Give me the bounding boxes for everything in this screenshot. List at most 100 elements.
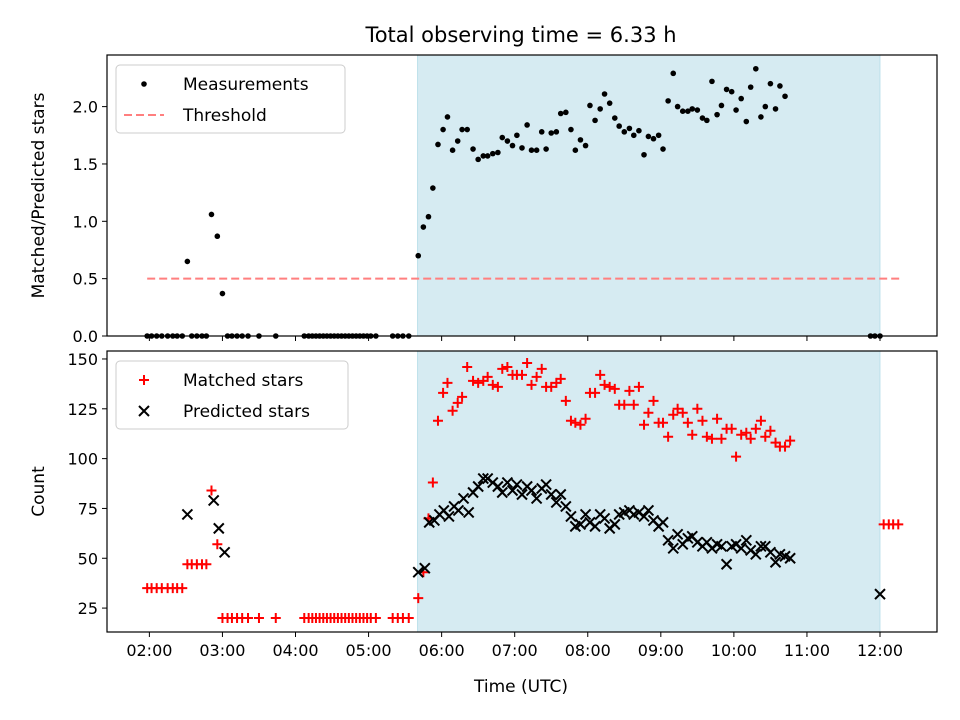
axes-frame [106,54,938,337]
matched-star-marker [370,613,381,624]
chart-title: Total observing time = 6.33 h [364,23,676,47]
matched-star-marker [212,539,223,550]
matched-star-marker [639,419,650,430]
measurement-point [524,122,530,128]
predicted-star-marker [609,518,621,531]
matched-star-marker [442,377,453,388]
x-tick-label: 11:00 [784,641,830,660]
predicted-star-marker [560,500,572,513]
matched-star-marker [590,387,601,398]
measurement-point [665,98,671,104]
measurement-point [504,138,511,144]
measurement-point [519,145,525,151]
predicted-star-marker [477,472,489,485]
predicted-star-marker [874,588,886,600]
matched-star-marker [736,429,747,440]
measurement-point [577,137,584,143]
matched-star-marker [457,391,468,402]
measurement-point [685,108,691,114]
measurement-point [425,213,432,220]
measurement-point [704,117,710,124]
predicted-star-marker [530,492,543,505]
measurement-point [728,88,735,95]
y-tick-label: 0.0 [73,327,98,346]
matched-star-marker [785,435,796,446]
measurement-point [738,95,744,102]
matched-star-marker [677,407,688,418]
y-tick-label: 0.5 [73,270,98,289]
x-tick-label: 09:00 [638,641,684,660]
matched-star-marker [745,433,756,444]
matched-star-marker [497,363,508,374]
predicted-star-marker [755,540,767,553]
matched-star-marker [643,407,654,418]
matched-star-marker [609,383,620,394]
matched-star-marker [468,375,479,386]
matched-star-marker [526,379,537,390]
predicted-star-marker [720,558,733,570]
measurement-point [641,151,647,158]
y-tick-label: 1.5 [73,155,98,174]
measurement-point [747,84,754,90]
matched-star-marker [201,559,212,570]
measurement-point [777,83,783,89]
measurement-point [480,153,487,159]
matched-star-marker [580,413,591,424]
predicted-star-marker [419,562,431,574]
predicted-star-marker [462,506,475,519]
predicted-star-marker [452,504,465,517]
y-tick-label: 100 [67,450,98,469]
measurement-point [587,102,593,109]
predicted-star-marker [181,508,194,521]
legend-label: Matched stars [183,371,303,391]
predicted-star-marker [671,528,684,541]
measurement-point [611,115,618,121]
matched-star-marker [546,381,557,392]
measurement-point [548,130,555,136]
measurement-point [553,129,560,135]
predicted-star-marker [501,476,514,489]
measurement-point [645,133,652,140]
matched-star-marker [487,379,498,390]
x-tick-label: 06:00 [419,641,465,660]
measurement-point [499,134,506,141]
measurement-point [533,147,540,153]
measurement-point [689,106,696,112]
measurement-point [674,103,681,110]
matched-star-marker [452,397,463,408]
measurement-point [782,93,788,100]
matched-star-marker [706,433,717,444]
matched-star-marker [604,381,615,392]
measurement-point [630,132,637,139]
predicted-star-marker [638,510,650,523]
shaded-observing-interval [417,54,881,337]
y-tick-label: 1.0 [73,212,98,231]
matched-star-marker [413,593,424,604]
y-tick-label: 25 [78,599,98,618]
measurement-point [636,127,642,134]
matched-star-marker [555,373,566,384]
matched-star-marker [560,395,571,406]
measurement-point [495,149,501,156]
measurement-point [475,156,481,163]
x-tick-label: 08:00 [565,641,611,660]
measurement-point [762,103,769,110]
matched-star-marker [716,433,727,444]
measurement-point [699,115,706,121]
measurement-point [184,258,191,265]
matched-star-marker [624,385,635,396]
matched-star-marker [765,425,776,436]
measurement-point [208,211,215,218]
measurement-point [733,107,739,113]
predicted-star-marker [667,542,679,555]
legend-box [115,360,349,430]
measurement-point [694,107,701,113]
measurement-point [449,147,456,153]
measurement-point [601,91,608,97]
measurement-point [543,146,549,152]
predicted-star-marker [540,478,552,491]
matched-star-marker [633,381,644,392]
predicted-star-marker [511,478,523,491]
legend-marker-measurements [141,81,147,87]
x-tick-label: 10:00 [711,641,757,660]
